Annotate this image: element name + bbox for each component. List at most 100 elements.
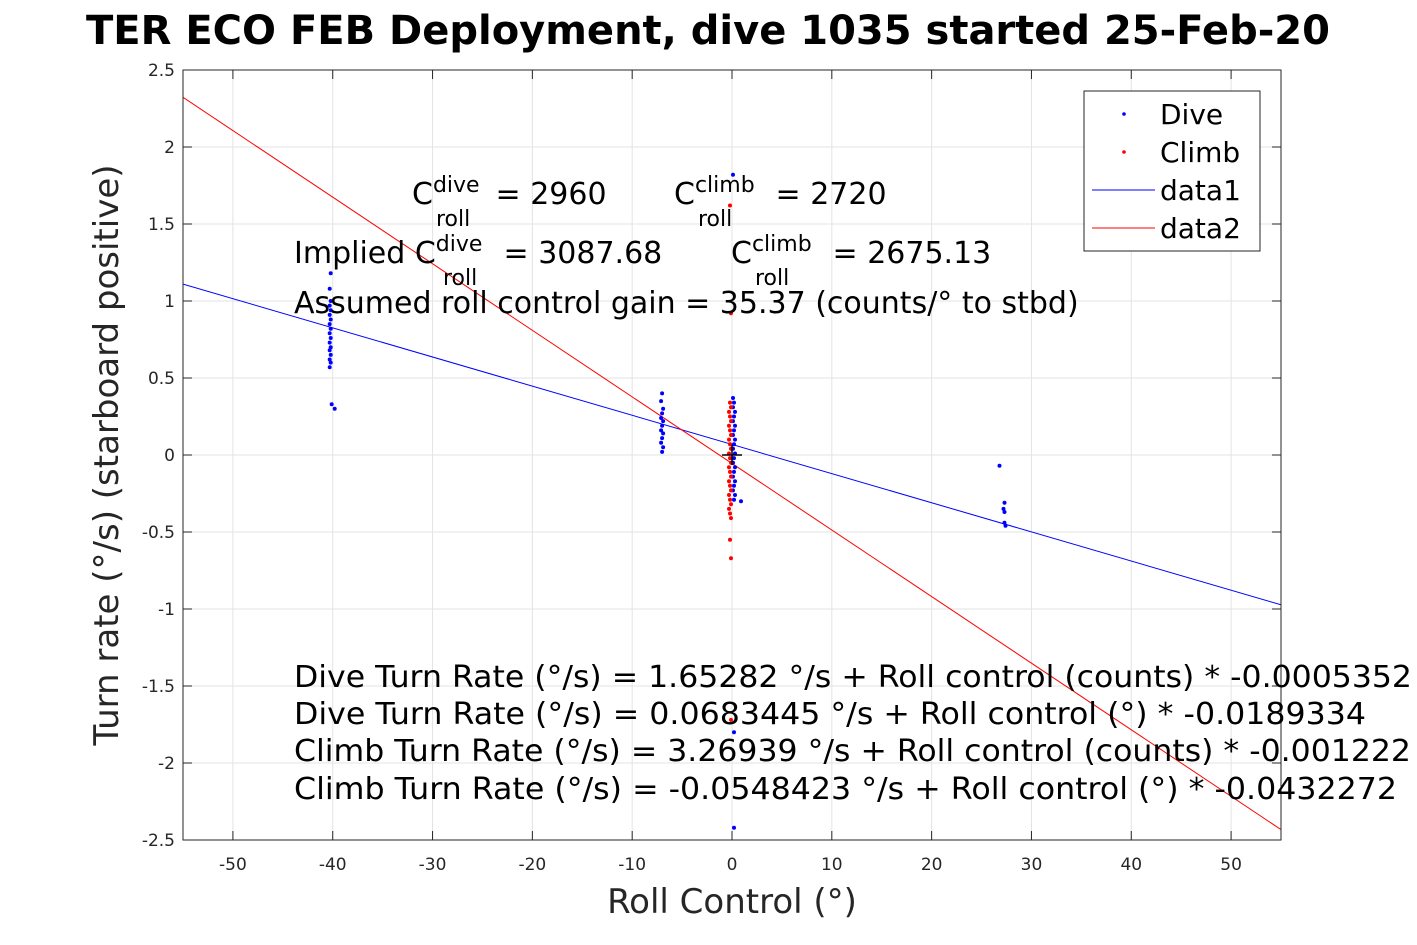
cclimb-annotation: Cclimb roll = 2720 <box>674 173 887 232</box>
point-dive <box>732 456 736 461</box>
point-dive <box>660 449 665 454</box>
y-tick-label: -1.5 <box>142 677 175 697</box>
point-dive <box>732 428 736 433</box>
x-tick-label: -30 <box>419 855 447 875</box>
point-climb <box>729 474 733 479</box>
point-climb <box>728 428 732 433</box>
point-climb <box>727 409 731 414</box>
point-dive <box>660 391 665 396</box>
chart-title: TER ECO FEB Deployment, dive 1035 starte… <box>86 8 1330 54</box>
point-dive <box>732 469 736 474</box>
point-dive <box>659 399 664 404</box>
point-dive <box>659 428 664 433</box>
y-tick-label: 0 <box>164 446 175 466</box>
plot-frame <box>182 69 1282 841</box>
point-dive <box>660 436 665 441</box>
legend-label-dive: Dive <box>1160 98 1223 131</box>
point-dive <box>659 416 664 420</box>
point-dive <box>329 402 334 407</box>
y-tick-label: 1.5 <box>148 215 175 235</box>
point-dive <box>733 479 737 484</box>
point-climb <box>728 442 732 447</box>
point-climb <box>729 405 733 410</box>
point-climb <box>728 203 732 208</box>
point-climb <box>727 493 731 497</box>
y-tick-label: -0.5 <box>142 523 175 543</box>
point-dive <box>1002 500 1007 505</box>
point-dive <box>328 299 333 303</box>
x-axis-label: Roll Control (°) <box>607 882 857 922</box>
point-climb <box>728 511 732 516</box>
point-dive <box>732 483 736 488</box>
origin-marker <box>722 445 742 465</box>
point-dive <box>733 423 737 428</box>
equation-climb-counts: Climb Turn Rate (°/s) = 3.26939 °/s + Ro… <box>294 734 1411 769</box>
point-dive <box>733 465 737 470</box>
point-dive <box>328 352 333 357</box>
point-dive <box>660 423 665 428</box>
point-dive <box>328 317 333 322</box>
point-climb <box>727 423 731 428</box>
point-climb <box>729 433 733 437</box>
point-climb <box>729 488 733 493</box>
point-dive <box>327 331 332 336</box>
point-dive <box>327 286 332 291</box>
point-dive <box>733 437 737 442</box>
x-tick-label: 0 <box>727 855 738 875</box>
equation-dive-counts: Dive Turn Rate (°/s) = 1.65282 °/s + Rol… <box>294 660 1412 695</box>
point-dive <box>733 493 737 497</box>
equation-climb-degrees: Climb Turn Rate (°/s) = -0.0548423 °/s +… <box>294 772 1397 807</box>
y-tick-label: -2 <box>158 754 175 774</box>
point-dive <box>327 322 332 327</box>
point-dive <box>327 348 332 353</box>
point-climb <box>728 469 732 474</box>
y-tick-label: 0.5 <box>148 369 175 389</box>
point-dive <box>997 463 1002 468</box>
implied-dive-annotation: Implied Cdive roll = 3087.68 <box>294 232 662 291</box>
y-tick-label: 1 <box>164 292 175 312</box>
point-climb <box>728 400 732 405</box>
point-dive <box>328 360 333 365</box>
point-climb <box>729 556 733 561</box>
point-climb <box>728 497 732 502</box>
point-climb <box>728 537 732 542</box>
x-tick-label: -10 <box>618 855 646 875</box>
point-dive <box>327 340 332 345</box>
point-dive <box>328 271 333 276</box>
point-climb <box>728 456 732 461</box>
point-dive <box>1002 510 1007 514</box>
point-dive <box>327 303 332 308</box>
point-dive <box>733 409 737 414</box>
point-dive <box>661 431 666 436</box>
point-climb <box>727 506 731 511</box>
point-climb <box>729 419 733 424</box>
point-dive <box>732 825 736 830</box>
point-dive <box>328 336 333 340</box>
point-climb <box>727 479 731 484</box>
point-climb <box>729 717 733 722</box>
equation-dive-degrees: Dive Turn Rate (°/s) = 0.0683445 °/s + R… <box>294 697 1366 732</box>
y-tick-label: 2 <box>164 138 175 158</box>
point-dive <box>1003 523 1008 528</box>
x-tick-label: -40 <box>319 855 347 875</box>
point-dive <box>732 442 736 447</box>
point-dive <box>328 326 333 331</box>
point-dive <box>332 406 337 411</box>
legend-marker-climb <box>1122 150 1126 154</box>
legend-label-data2: data2 <box>1160 212 1241 245</box>
point-dive <box>659 440 664 445</box>
point-dive <box>661 406 666 411</box>
x-tick-label: 30 <box>1021 855 1043 875</box>
point-dive <box>1001 506 1006 511</box>
legend: Dive Climb data1 data2 <box>1083 90 1261 252</box>
legend-label-data1: data1 <box>1160 174 1241 207</box>
point-dive <box>732 730 736 735</box>
point-climb <box>729 502 733 507</box>
point-dive <box>731 396 735 400</box>
axis-ticks: -50 -40 -30 -20 -10 0 10 20 30 40 50-2.5-2-1.5-1-0… <box>142 61 1281 875</box>
point-dive <box>661 445 666 450</box>
point-dive <box>328 308 333 313</box>
x-tick-label: 40 <box>1120 855 1142 875</box>
fit-line-data1 <box>183 283 1281 606</box>
